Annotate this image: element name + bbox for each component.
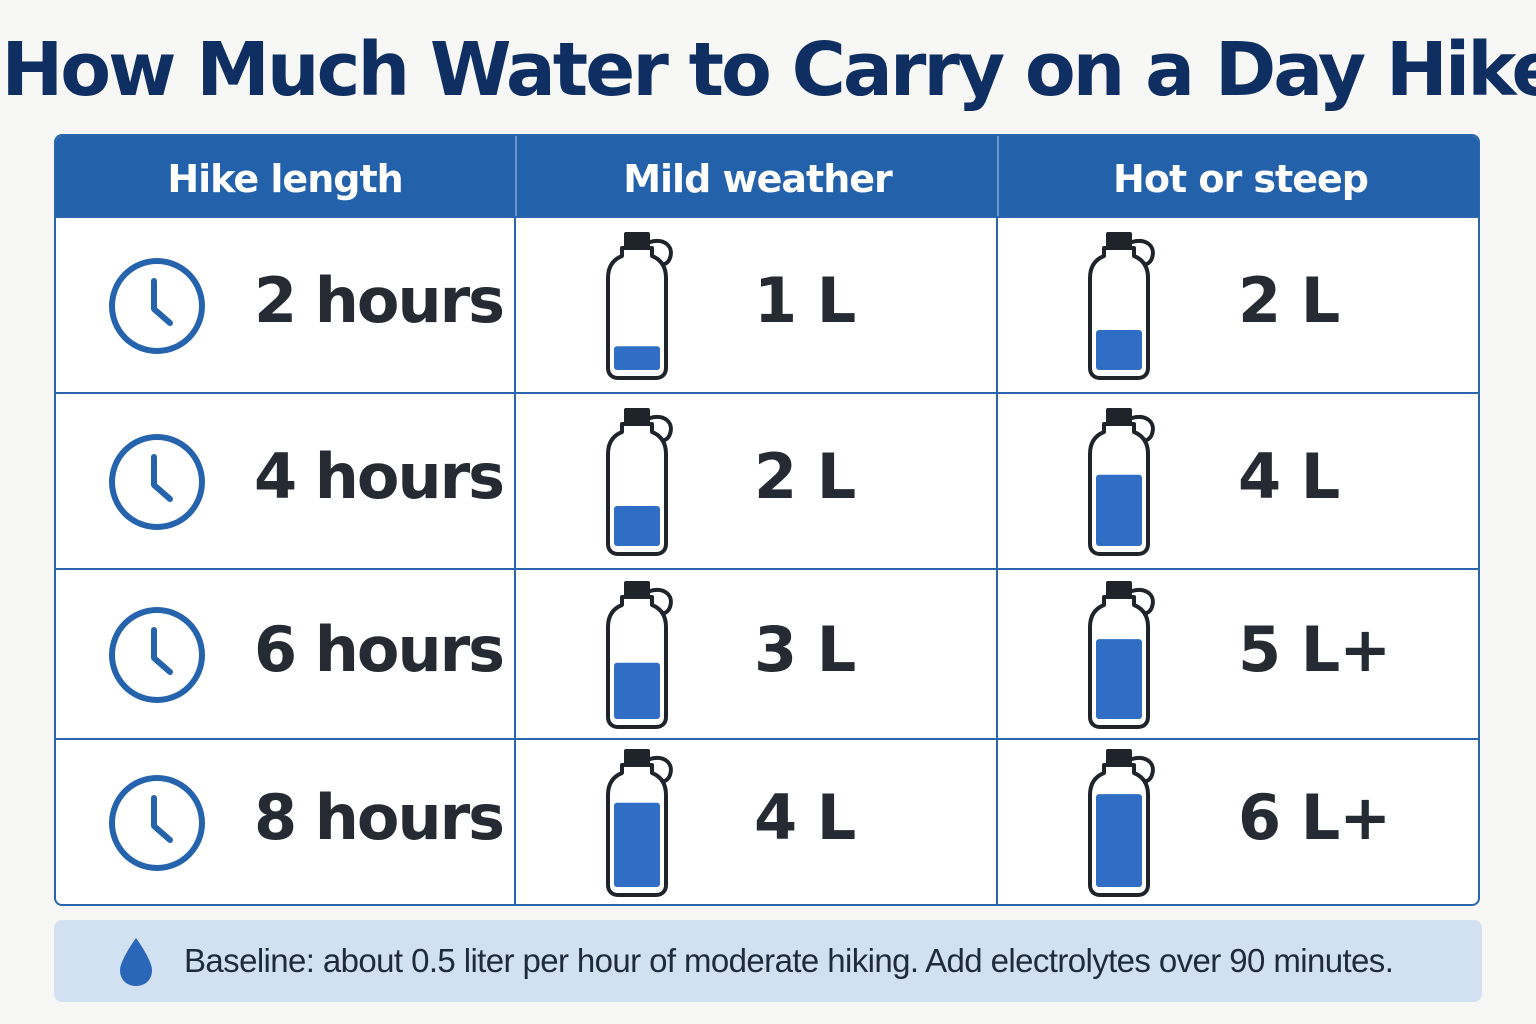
- cell-mild-weather: 2 L: [514, 394, 998, 568]
- water-bottle-icon: [606, 581, 673, 729]
- table-row: 4 hours 2 L 4 L: [56, 392, 1478, 568]
- hot-or-steep-value: 2 L: [1238, 264, 1340, 337]
- table-header: Hike length Mild weather Hot or steep: [56, 136, 1478, 216]
- water-bottle-icon: [606, 749, 673, 897]
- water-bottle-icon: [1088, 408, 1155, 556]
- cell-hot-or-steep: 6 L+: [996, 740, 1478, 904]
- table-row: 8 hours 4 L 6 L+: [56, 738, 1478, 904]
- hike-length-value: 2 hours: [254, 264, 505, 337]
- water-table: Hike length Mild weather Hot or steep 2 …: [54, 134, 1480, 906]
- cell-hot-or-steep: 4 L: [996, 394, 1478, 568]
- hot-or-steep-value: 5 L+: [1238, 613, 1391, 686]
- water-bottle-icon: [1088, 581, 1155, 729]
- page-title: How Much Water to Carry on a Day Hike: [1, 27, 1536, 113]
- cell-hike-length: 2 hours: [56, 218, 514, 392]
- cell-hot-or-steep: 2 L: [996, 218, 1478, 392]
- clock-icon: [109, 775, 205, 871]
- header-mild-weather: Mild weather: [515, 136, 998, 216]
- table-row: 2 hours 1 L 2 L: [56, 216, 1478, 392]
- water-bottle-icon: [606, 232, 673, 380]
- water-bottle-icon: [606, 408, 673, 556]
- mild-weather-value: 3 L: [754, 613, 856, 686]
- mild-weather-value: 2 L: [754, 440, 856, 513]
- water-drop-icon: [120, 938, 152, 986]
- cell-hot-or-steep: 5 L+: [996, 570, 1478, 738]
- cell-mild-weather: 3 L: [514, 570, 998, 738]
- cell-hike-length: 4 hours: [56, 394, 514, 568]
- cell-hike-length: 6 hours: [56, 570, 514, 738]
- mild-weather-value: 4 L: [754, 781, 856, 854]
- header-hot-or-steep: Hot or steep: [997, 136, 1478, 216]
- water-bottle-icon: [1088, 749, 1155, 897]
- cell-mild-weather: 4 L: [514, 740, 998, 904]
- clock-icon: [109, 607, 205, 703]
- hot-or-steep-value: 4 L: [1238, 440, 1340, 513]
- hike-length-value: 4 hours: [254, 440, 505, 513]
- header-hike-length: Hike length: [167, 157, 403, 201]
- mild-weather-value: 1 L: [754, 264, 856, 337]
- water-bottle-icon: [1088, 232, 1155, 380]
- table-row: 6 hours 3 L 5 L+: [56, 568, 1478, 738]
- hike-length-value: 6 hours: [254, 613, 505, 686]
- baseline-note: Baseline: about 0.5 liter per hour of mo…: [54, 920, 1482, 1002]
- cell-mild-weather: 1 L: [514, 218, 998, 392]
- cell-hike-length: 8 hours: [56, 740, 514, 904]
- hot-or-steep-value: 6 L+: [1238, 781, 1391, 854]
- baseline-note-text: Baseline: about 0.5 liter per hour of mo…: [184, 942, 1394, 979]
- clock-icon: [109, 258, 205, 354]
- clock-icon: [109, 434, 205, 530]
- hike-length-value: 8 hours: [254, 781, 505, 854]
